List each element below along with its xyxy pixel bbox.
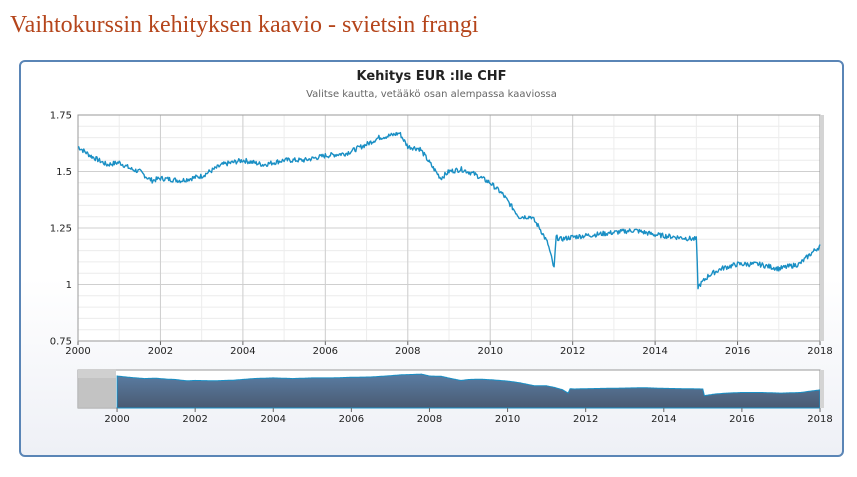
x-tick-label: 2006 — [313, 346, 338, 357]
navigator-tick-label: 2008 — [417, 414, 442, 425]
series-line[interactable] — [77, 131, 821, 290]
chart-panel: Kehitys EUR :lle CHF Valitse kautta, vet… — [19, 60, 844, 457]
x-tick-label: 2012 — [560, 346, 585, 357]
x-tick-label: 2002 — [148, 346, 173, 357]
y-tick-label: 1.25 — [50, 224, 72, 235]
navigator-tick-label: 2000 — [104, 414, 129, 425]
x-tick-label: 2000 — [65, 346, 90, 357]
chart-subtitle: Valitse kautta, vetääkö osan alempassa k… — [306, 89, 557, 100]
navigator-tick-label: 2016 — [729, 414, 754, 425]
navigator-shadow — [820, 370, 824, 408]
navigator-tick-label: 2006 — [339, 414, 364, 425]
main-series[interactable] — [77, 131, 821, 290]
y-tick-label: 0.75 — [50, 337, 72, 348]
navigator-handle-grip[interactable] — [78, 369, 116, 378]
navigator-tick-label: 2012 — [573, 414, 598, 425]
navigator-tick-label: 2010 — [495, 414, 520, 425]
main-grid — [77, 114, 821, 342]
navigator-tick-label: 2002 — [182, 414, 207, 425]
x-tick-label: 2008 — [395, 346, 420, 357]
x-tick-label: 2018 — [807, 346, 832, 357]
x-tick-label: 2014 — [642, 346, 667, 357]
navigator-area — [116, 373, 821, 409]
navigator-tick-label: 2018 — [807, 414, 832, 425]
chart-title: Kehitys EUR :lle CHF — [356, 69, 507, 84]
plot-shadow — [820, 115, 824, 341]
navigator-tick-label: 2014 — [651, 414, 676, 425]
navigator-tick-label: 2004 — [261, 414, 286, 425]
x-tick-label: 2016 — [725, 346, 750, 357]
y-tick-label: 1.5 — [56, 167, 72, 178]
y-tick-label: 1.75 — [50, 111, 72, 122]
y-tick-label: 1 — [66, 280, 72, 291]
x-tick-label: 2010 — [477, 346, 502, 357]
navigator[interactable]: 2000 2002 2004 2006 2008 2010 2012 2014 2016 2018 — [77, 369, 833, 425]
page-title: Vaihtokurssin kehityksen kaavio - sviets… — [10, 12, 479, 38]
x-tick-label: 2004 — [230, 346, 255, 357]
